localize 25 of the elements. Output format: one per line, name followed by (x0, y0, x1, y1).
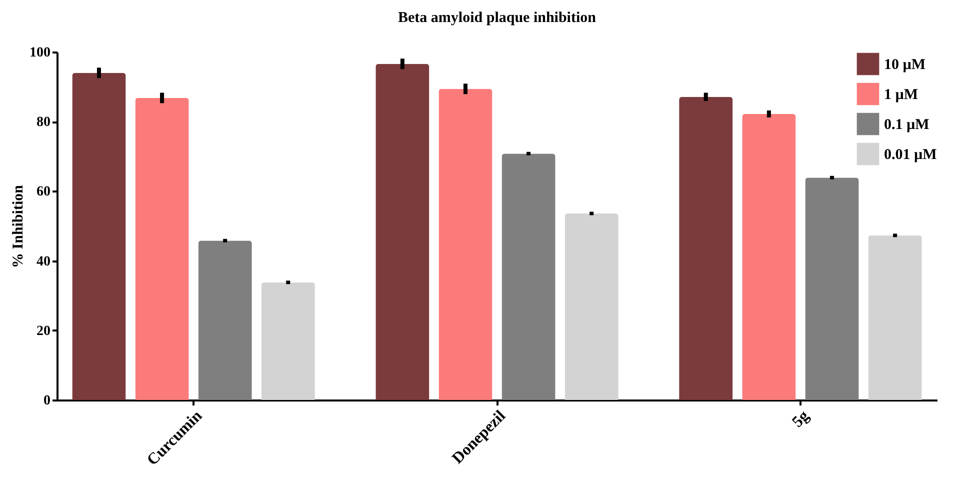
legend-label: 10 µM (884, 57, 926, 73)
legend-label: 1 µM (884, 87, 918, 103)
bar (502, 154, 556, 400)
bar (72, 72, 126, 400)
bar (376, 64, 430, 400)
bar (679, 96, 733, 400)
bar (198, 240, 252, 400)
x-tick-label: 5g (789, 408, 812, 431)
bar (135, 98, 189, 400)
y-tick-label: 40 (36, 254, 50, 270)
bar (868, 235, 922, 400)
y-tick-label: 0 (44, 394, 50, 408)
y-tick-label: 20 (36, 324, 50, 339)
y-tick-label: 60 (36, 184, 50, 200)
y-axis-title: % Inhibition (10, 184, 26, 268)
y-tick-label: 80 (36, 115, 50, 130)
bar (564, 213, 618, 400)
bar (805, 178, 859, 400)
chart-title: Beta amyloid plaque inhibition (398, 10, 597, 26)
y-tick-label: 100 (30, 46, 50, 60)
legend-label: 0.01 µM (884, 147, 937, 163)
legend-label: 0.1 µM (884, 117, 930, 133)
bar (742, 114, 796, 400)
bar (438, 88, 492, 400)
bar (261, 282, 315, 400)
